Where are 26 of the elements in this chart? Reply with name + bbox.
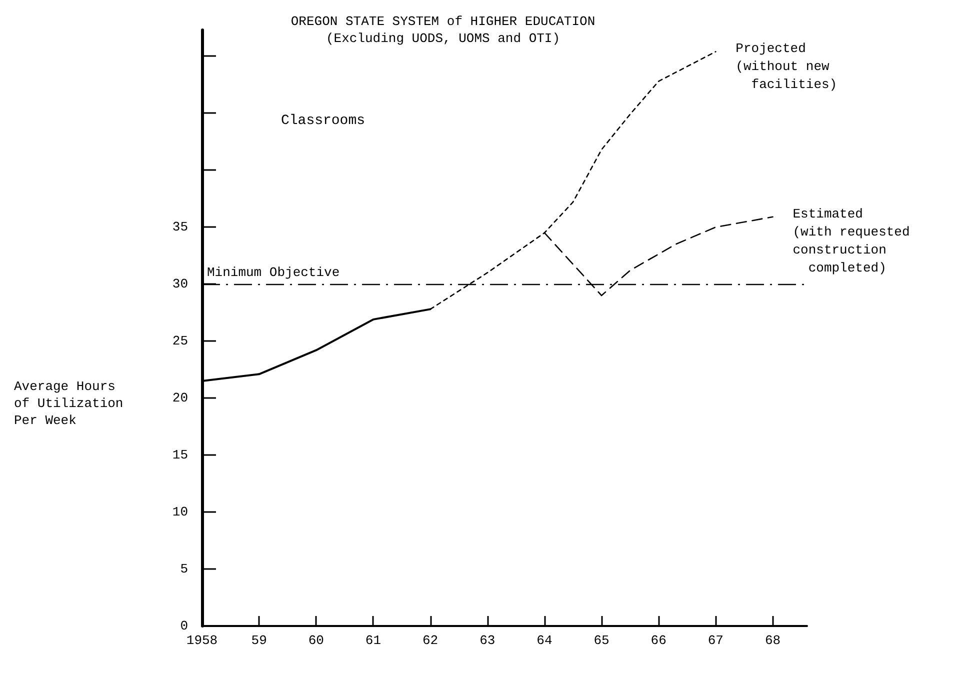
x-tick-label: 60	[308, 633, 324, 648]
y-tick-label: 25	[172, 334, 188, 349]
chart-title: OREGON STATE SYSTEM of HIGHER EDUCATION	[290, 14, 596, 29]
x-tick-label: 68	[764, 633, 781, 648]
series-label: Estimated (with requested construction completed)	[792, 206, 910, 276]
series-label: Projected (without new facilities)	[736, 41, 838, 92]
y-tick-label: 0	[180, 618, 188, 634]
y-tick-label: 10	[172, 504, 188, 520]
y-tick-label: 15	[172, 448, 188, 463]
x-tick-label: 63	[480, 633, 496, 648]
x-tick-label: 59	[251, 633, 267, 648]
x-tick-label: 61	[365, 633, 382, 648]
x-tick-label: 66	[650, 633, 666, 648]
chart-subtitle: (Excluding UODS, UOMS and OTI)	[326, 31, 560, 46]
x-tick-label: 65	[594, 633, 610, 648]
y-tick-label: 20	[172, 390, 188, 406]
x-tick-label: 1958	[186, 633, 218, 648]
y-tick-label: 30	[172, 276, 188, 292]
x-tick-label: 67	[708, 633, 724, 648]
ref-line-label: Minimum Objective	[207, 265, 340, 280]
annotation: Classrooms	[281, 113, 366, 129]
y-axis-title: Average Hours of Utilization Per Week	[14, 379, 124, 428]
x-tick-label: 62	[422, 633, 438, 648]
y-tick-label: 5	[180, 562, 188, 577]
y-tick-label: 35	[172, 220, 188, 235]
x-tick-label: 64	[536, 633, 552, 648]
